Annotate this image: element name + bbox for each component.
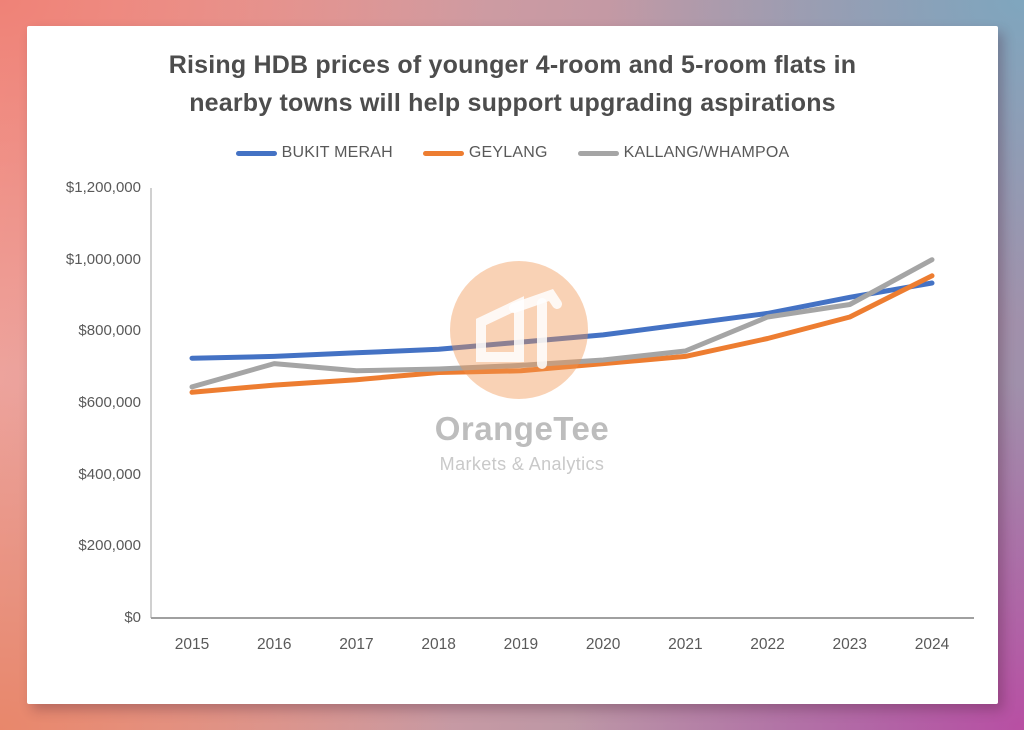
- legend-label: KALLANG/WHAMPOA: [623, 144, 790, 161]
- y-tick-label: $800,000: [78, 322, 141, 340]
- x-tick-label: 2015: [174, 636, 210, 653]
- y-tick-label: $1,000,000: [65, 250, 141, 268]
- watermark-brand-text: OrangeTee: [434, 410, 610, 447]
- chart-legend: BUKIT MERAH GEYLANG KALLANG/WHAMPOA: [27, 144, 998, 162]
- x-tick-label: 2022: [750, 636, 785, 653]
- orangetee-t-bar-icon: [509, 288, 562, 313]
- y-tick-label: $400,000: [78, 465, 141, 483]
- legend-dash-icon: [577, 150, 619, 156]
- chart-card: Rising HDB prices of younger 4-room and …: [27, 26, 998, 704]
- series-line-kallang-whampoa: [189, 257, 935, 390]
- chart-title-line2: nearby towns will help support upgrading…: [189, 89, 836, 117]
- legend-label: GEYLANG: [468, 144, 548, 161]
- legend-dash-icon: [235, 150, 277, 156]
- x-tick-label: 2018: [421, 636, 456, 653]
- x-tick-label: 2016: [256, 636, 292, 653]
- chart-title: Rising HDB prices of younger 4-room and …: [27, 46, 998, 122]
- price-line-chart: [150, 188, 974, 619]
- chart-title-line1: Rising HDB prices of younger 4-room and …: [168, 51, 857, 79]
- x-tick-label: 2019: [503, 636, 539, 653]
- y-tick-label: $0: [124, 609, 141, 626]
- x-tick-label: 2020: [585, 636, 621, 653]
- x-tick-label: 2017: [339, 636, 374, 653]
- legend-item-bukit-merah: BUKIT MERAH: [235, 144, 393, 162]
- series-line-geylang: [189, 273, 935, 395]
- legend-dash-icon: [422, 150, 464, 156]
- series-line-bukit-merah: [189, 280, 935, 361]
- legend-label: BUKIT MERAH: [281, 144, 393, 161]
- legend-item-kallang-whampoa: KALLANG/WHAMPOA: [577, 144, 790, 162]
- x-tick-label: 2024: [914, 636, 950, 653]
- x-tick-label: 2023: [832, 636, 867, 653]
- watermark-tagline-text: Markets & Analytics: [439, 454, 605, 474]
- x-tick-label: 2021: [668, 636, 703, 653]
- y-tick-label: $1,200,000: [65, 179, 141, 196]
- y-tick-label: $200,000: [78, 537, 141, 555]
- legend-item-geylang: GEYLANG: [422, 144, 548, 162]
- y-tick-label: $600,000: [78, 394, 141, 411]
